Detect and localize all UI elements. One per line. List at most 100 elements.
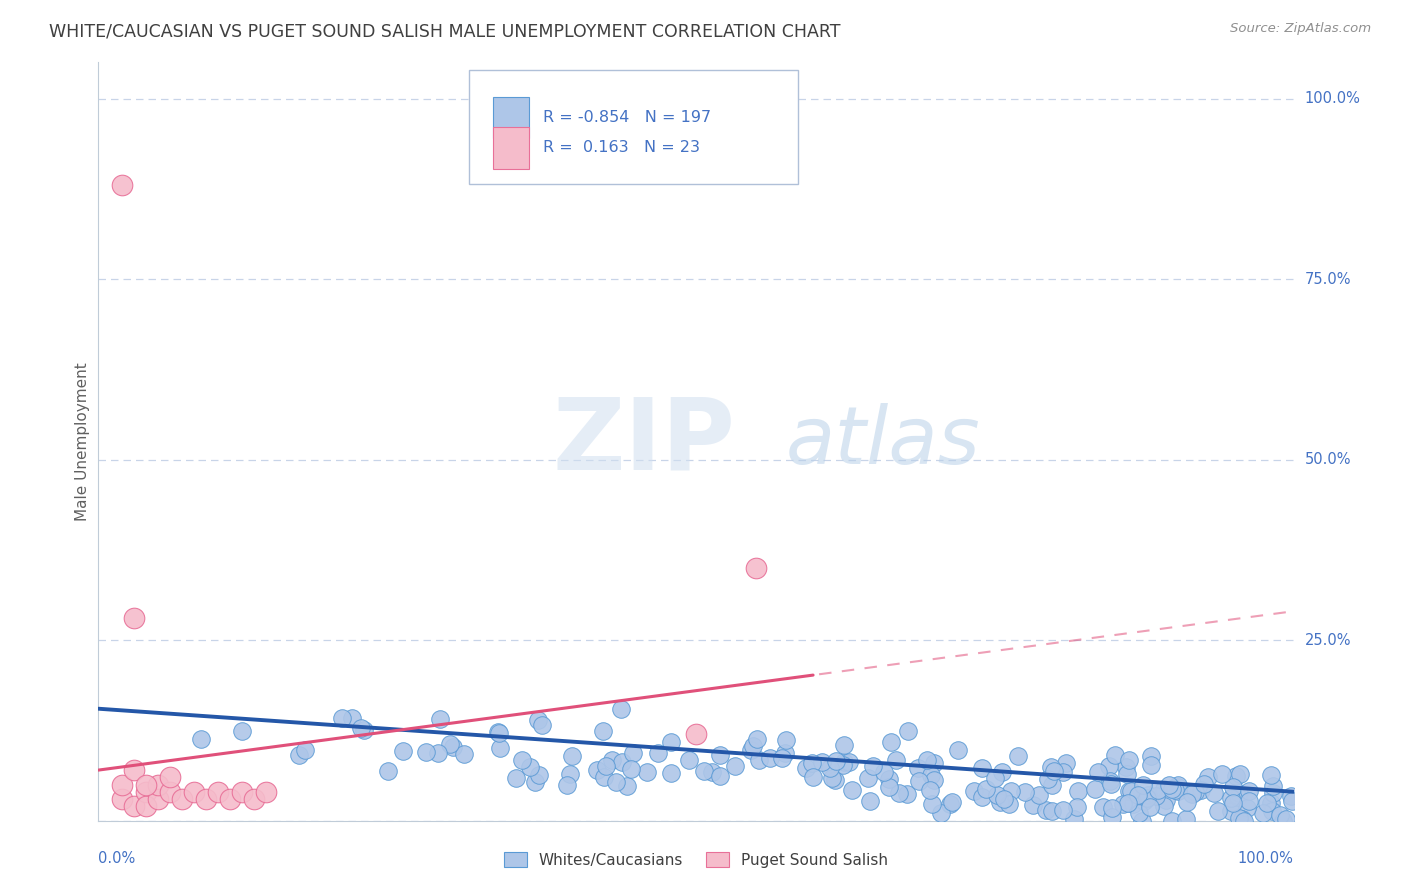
Point: [1167, 780, 1189, 794]
Point: [700, 764, 723, 779]
Point: [1204, 787, 1226, 801]
Point: [1163, 781, 1185, 796]
Point: [1222, 796, 1244, 810]
Point: [884, 753, 907, 767]
Point: [877, 772, 900, 786]
Point: [523, 774, 546, 789]
Point: [1261, 779, 1284, 793]
Point: [740, 742, 762, 756]
Point: [111, 178, 134, 193]
Point: [1104, 747, 1126, 762]
Point: [254, 785, 277, 799]
Point: [488, 740, 510, 755]
Point: [972, 761, 994, 775]
Point: [172, 792, 194, 806]
Point: [921, 797, 943, 811]
Point: [612, 755, 634, 769]
Point: [880, 735, 903, 749]
Point: [1014, 785, 1036, 799]
Point: [929, 805, 952, 820]
Point: [800, 756, 823, 771]
Point: [922, 756, 945, 770]
Point: [832, 755, 855, 769]
Point: [1260, 796, 1282, 810]
Point: [453, 747, 475, 762]
Point: [770, 751, 793, 765]
Text: 0.0%: 0.0%: [98, 851, 135, 866]
Point: [610, 702, 633, 716]
Point: [1208, 804, 1230, 818]
Point: [1119, 784, 1142, 798]
Point: [659, 735, 682, 749]
Point: [709, 769, 731, 783]
Point: [1161, 814, 1184, 828]
Point: [1154, 793, 1177, 807]
Point: [1256, 796, 1278, 810]
Text: WHITE/CAUCASIAN VS PUGET SOUND SALISH MALE UNEMPLOYMENT CORRELATION CHART: WHITE/CAUCASIAN VS PUGET SOUND SALISH MA…: [49, 22, 841, 40]
Point: [1147, 783, 1170, 797]
Point: [392, 744, 415, 758]
Bar: [494, 127, 529, 169]
Point: [1159, 779, 1181, 793]
Point: [841, 783, 863, 797]
Point: [1153, 798, 1175, 813]
Point: [801, 770, 824, 784]
Point: [990, 795, 1012, 809]
Point: [429, 712, 451, 726]
Text: R = -0.854   N = 197: R = -0.854 N = 197: [543, 110, 711, 125]
Y-axis label: Male Unemployment: Male Unemployment: [75, 362, 90, 521]
Point: [231, 785, 253, 799]
Point: [818, 761, 841, 775]
Point: [510, 752, 533, 766]
Point: [1087, 765, 1109, 780]
Point: [1040, 760, 1063, 774]
Point: [1036, 772, 1059, 787]
Point: [1227, 789, 1250, 804]
Point: [1197, 770, 1219, 784]
Point: [915, 753, 938, 767]
Point: [821, 772, 844, 786]
Point: [1237, 784, 1260, 798]
Point: [1225, 769, 1247, 783]
Point: [183, 785, 205, 799]
Point: [1261, 804, 1284, 818]
Point: [1000, 784, 1022, 798]
Point: [1116, 797, 1139, 811]
Legend: Whites/Caucasians, Puget Sound Salish: Whites/Caucasians, Puget Sound Salish: [498, 846, 894, 873]
Point: [974, 782, 997, 797]
Point: [148, 778, 170, 792]
Point: [621, 746, 644, 760]
Point: [1137, 788, 1160, 802]
Point: [519, 760, 541, 774]
Point: [531, 717, 554, 731]
Point: [620, 763, 643, 777]
Point: [832, 738, 855, 752]
Point: [1167, 778, 1189, 792]
Point: [685, 727, 707, 741]
Point: [1054, 756, 1077, 771]
Point: [918, 783, 941, 797]
Point: [616, 779, 638, 793]
Point: [1098, 774, 1121, 789]
Point: [1040, 779, 1063, 793]
Point: [1175, 795, 1198, 809]
Point: [858, 772, 880, 786]
Point: [135, 799, 157, 814]
Point: [896, 787, 918, 801]
Point: [1042, 764, 1064, 778]
Point: [1184, 784, 1206, 798]
Point: [741, 739, 763, 753]
Point: [1052, 804, 1074, 818]
Point: [124, 763, 146, 777]
Point: [1132, 794, 1154, 808]
Point: [636, 764, 658, 779]
Point: [759, 751, 782, 765]
Point: [560, 766, 582, 780]
Point: [1181, 788, 1204, 802]
Point: [897, 724, 920, 739]
Point: [595, 759, 617, 773]
Point: [811, 755, 834, 769]
Point: [678, 753, 700, 767]
Point: [486, 724, 509, 739]
Point: [1128, 805, 1150, 820]
